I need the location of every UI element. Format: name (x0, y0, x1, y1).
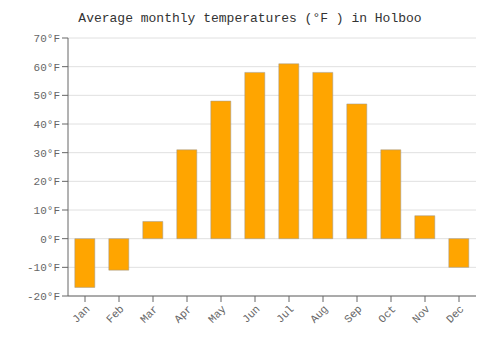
svg-text:30°F: 30°F (34, 148, 60, 160)
svg-text:May: May (206, 303, 229, 326)
svg-text:Jun: Jun (240, 303, 262, 325)
svg-text:10°F: 10°F (34, 205, 60, 217)
svg-text:0°F: 0°F (40, 234, 60, 246)
svg-text:Feb: Feb (104, 303, 126, 325)
svg-text:70°F: 70°F (34, 33, 60, 45)
svg-text:50°F: 50°F (34, 90, 60, 102)
svg-text:Aug: Aug (308, 303, 330, 325)
svg-text:-20°F: -20°F (27, 291, 60, 303)
svg-text:40°F: 40°F (34, 119, 60, 131)
svg-text:Mar: Mar (138, 303, 160, 325)
svg-text:Jan: Jan (70, 303, 92, 325)
svg-text:Oct: Oct (376, 303, 398, 325)
svg-text:20°F: 20°F (34, 176, 60, 188)
svg-text:Sep: Sep (342, 303, 364, 325)
svg-text:Dec: Dec (444, 303, 466, 325)
svg-text:Nov: Nov (410, 303, 433, 326)
svg-text:Apr: Apr (172, 303, 194, 325)
svg-text:Jul: Jul (274, 303, 296, 325)
svg-text:60°F: 60°F (34, 62, 60, 74)
svg-text:-10°F: -10°F (27, 262, 60, 274)
html-text:Average monthly temperatures (: Average monthly temperatures (°F ) in Ho… (78, 11, 422, 26)
